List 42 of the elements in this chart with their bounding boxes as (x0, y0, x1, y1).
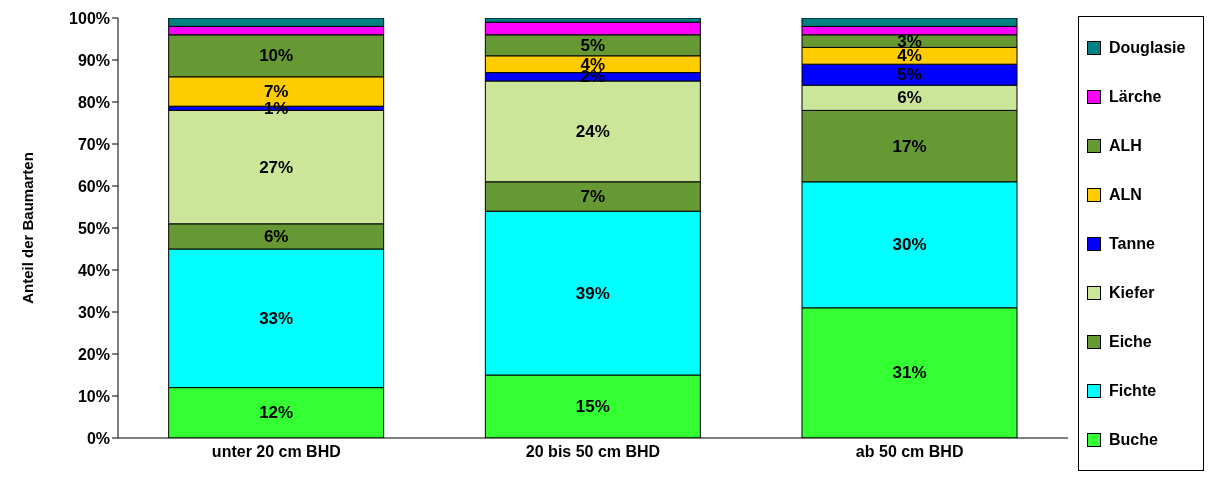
y-tick-label: 50% (77, 219, 110, 237)
y-tick-label: 80% (77, 93, 110, 111)
y-tick-label: 70% (77, 135, 110, 153)
legend-label: Fichte (1109, 381, 1157, 400)
data-label: 27% (259, 157, 294, 177)
data-label: 33% (259, 308, 294, 328)
data-label: 5% (897, 65, 922, 85)
data-label: 10% (259, 46, 294, 66)
legend-label: Kiefer (1109, 283, 1155, 302)
y-tick-label: 20% (77, 345, 110, 363)
data-label: 15% (575, 397, 610, 416)
x-tick-label: unter 20 cm BHD (211, 443, 341, 461)
y-axis-title: Anteil der Baumarten (19, 152, 37, 304)
legend-label: ALH (1109, 136, 1142, 155)
legend-label: ALN (1109, 185, 1142, 204)
data-label: 7% (263, 82, 289, 101)
y-tick-label: 40% (77, 261, 110, 279)
legend-label: Eiche (1109, 332, 1152, 351)
data-label: 6% (263, 226, 289, 246)
data-label: 31% (892, 363, 927, 383)
data-label: 4% (897, 46, 922, 66)
data-label: 6% (897, 88, 922, 108)
data-label: 24% (575, 121, 610, 141)
x-tick-label: 20 bis 50 cm BHD (525, 443, 661, 461)
legend-label: Lärche (1109, 87, 1162, 106)
legend-label: Buche (1109, 430, 1158, 449)
x-tick-label: ab 50 cm BHD (855, 443, 964, 461)
data-label: 7% (580, 187, 606, 206)
legend-label: Tanne (1109, 234, 1155, 253)
y-tick-label: 10% (77, 387, 110, 405)
y-tick-label: 0% (86, 429, 110, 447)
data-label: 1% (263, 98, 289, 118)
data-label: 39% (575, 283, 610, 303)
data-label: 17% (892, 136, 927, 156)
data-label: 12% (259, 403, 294, 423)
y-tick-label: 90% (77, 51, 110, 69)
y-tick-label: 100% (69, 9, 110, 27)
y-tick-label: 30% (77, 303, 110, 321)
data-label: 30% (892, 235, 927, 255)
legend-label: Douglasie (1109, 38, 1186, 57)
data-label: 5% (580, 35, 606, 55)
y-tick-label: 60% (77, 177, 110, 195)
